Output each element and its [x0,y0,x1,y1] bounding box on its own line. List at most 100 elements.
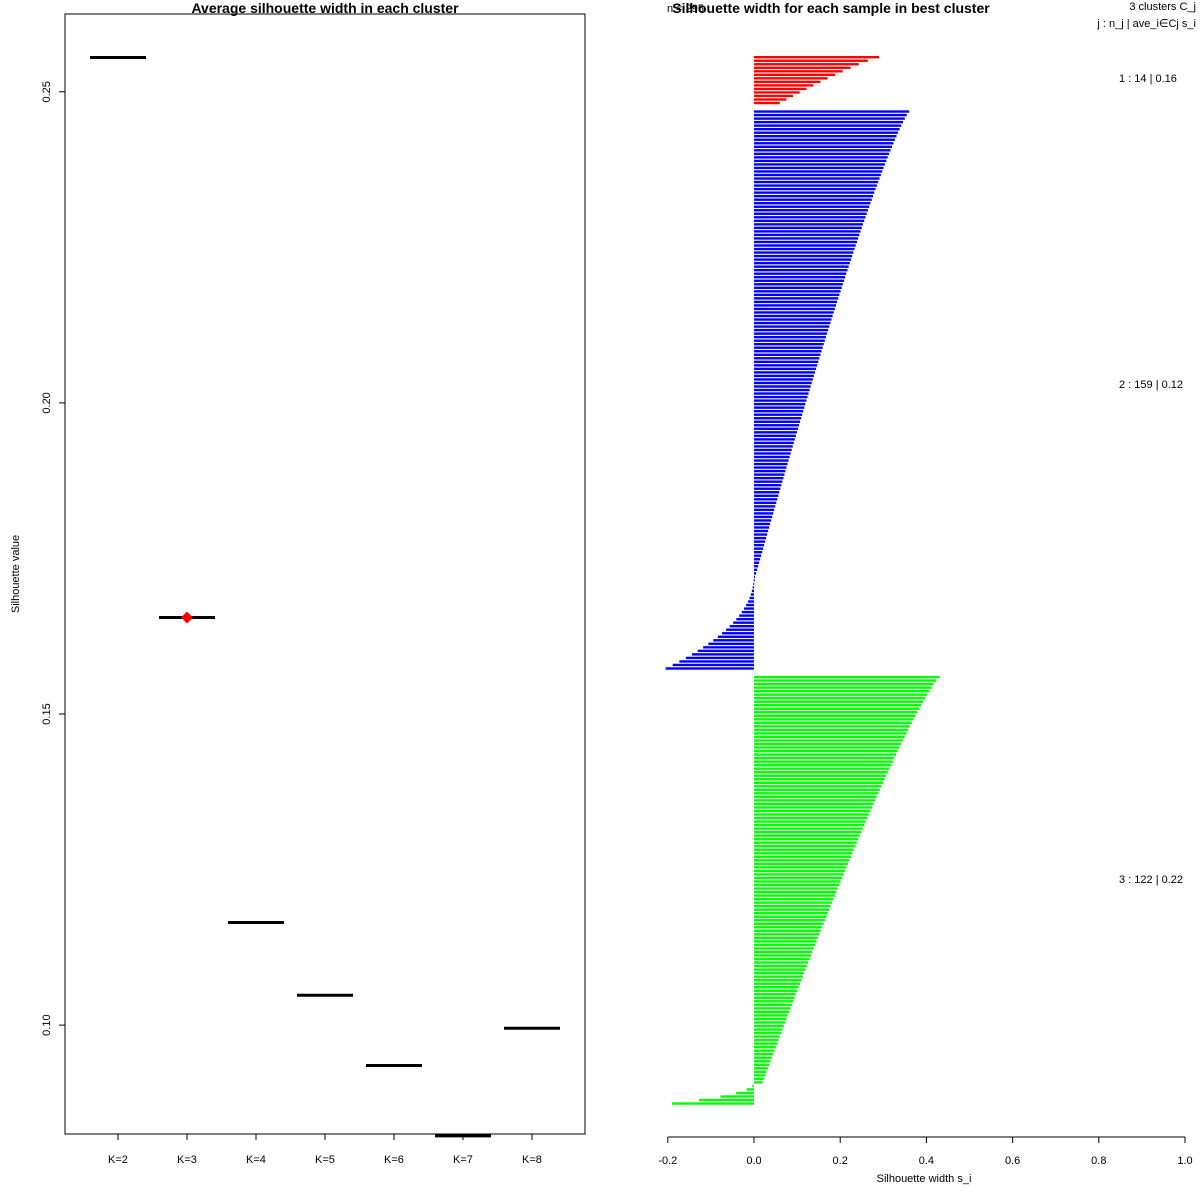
silhouette-bar [754,816,868,820]
silhouette-bar [754,700,923,703]
silhouette-bar [754,364,818,367]
silhouette-bar [754,300,838,304]
silhouette-bar [722,632,754,635]
silhouette-bar [754,926,823,929]
silhouette-bar [754,739,903,742]
silhouette-bar [754,519,772,522]
right-xtick-label: 0.4 [919,1155,934,1167]
silhouette-bar [754,707,920,710]
silhouette-bar [754,536,767,540]
silhouette-bar [754,501,777,505]
silhouette-bar [754,686,932,689]
silhouette-bar [754,561,760,564]
silhouette-bar [754,771,888,774]
silhouette-bar [754,124,902,127]
silhouette-bar [754,862,848,866]
silhouette-bar [754,417,802,420]
silhouette-bar [754,318,832,321]
silhouette-bar [754,912,828,915]
silhouette-bar [754,230,861,233]
silhouette-bar [720,1095,754,1098]
left-panel: Average silhouette width in each cluster… [10,0,586,1166]
silhouette-bar [754,77,828,80]
silhouette-bar [754,473,785,476]
silhouette-bar [754,91,800,94]
silhouette-bar [754,431,797,434]
silhouette-bar [754,66,851,69]
silhouette-bar [754,689,930,693]
silhouette-bar [754,127,900,131]
silhouette-bar [754,325,830,328]
silhouette-bar [754,742,902,746]
silhouette-bar [754,894,835,897]
silhouette-bar [754,989,798,992]
silhouette-bar [754,466,787,469]
silhouette-bar [754,237,859,240]
silhouette-bar [754,718,914,721]
right-xtick-label: 1.0 [1177,1155,1192,1167]
silhouette-bar [754,1000,794,1003]
silhouette-bar [754,968,806,971]
silhouette-bar [672,663,754,667]
silhouette-bar [754,371,815,374]
silhouette-bar [754,498,778,501]
silhouette-bar [754,328,829,332]
silhouette-bar [708,642,754,646]
silhouette-bar [754,180,879,184]
silhouette-bar [754,767,890,770]
silhouette-bar [754,156,888,159]
silhouette-bar [754,1007,791,1010]
silhouette-bar [754,809,871,813]
silhouette-bar [699,1098,754,1102]
silhouette-bar [754,491,780,494]
silhouette-bar [754,94,793,98]
silhouette-bar [754,820,866,823]
silhouette-bar [754,781,883,784]
silhouette-bar [739,614,754,617]
silhouette-bar [754,792,879,795]
silhouette-bar [754,732,907,735]
silhouette-bar [754,1024,784,1028]
silhouette-bar [754,290,841,293]
silhouette-bar [754,438,795,441]
silhouette-bar [754,947,814,950]
right-bars [665,56,940,1105]
silhouette-bar [754,704,921,707]
silhouette-bar [754,117,905,120]
silhouette-bar [754,547,764,550]
silhouette-bar [754,1077,764,1081]
silhouette-bar [754,890,837,894]
silhouette-bar [754,56,879,59]
left-chart-title: Average silhouette width in each cluster [191,0,459,16]
silhouette-bar [754,283,843,286]
silhouette-bar [754,799,876,802]
silhouette-bar [754,1060,771,1063]
silhouette-bar [754,98,787,101]
silhouette-bar [754,975,803,978]
silhouette-bar [754,950,813,954]
silhouette-bar [754,286,842,289]
silhouette-bar [754,388,810,392]
silhouette-bar [691,653,754,656]
right-panel: Silhouette width for each sample in best… [658,0,1196,1185]
silhouette-bar [754,378,813,381]
silhouette-bar [754,714,916,717]
silhouette-bar [754,258,851,261]
silhouette-bar [754,1014,788,1017]
silhouette-bar [749,596,754,600]
silhouette-bar [754,434,796,438]
silhouette-bar [754,424,800,427]
silhouette-bar [754,441,794,445]
silhouette-bar [754,802,874,806]
silhouette-bar [754,314,833,318]
silhouette-bar [754,866,847,869]
silhouette-bar [754,350,822,353]
silhouette-bar [726,628,754,631]
silhouette-bar [754,159,887,163]
silhouette-bar [754,526,770,529]
silhouette-bar [754,452,791,455]
silhouette-bar [754,936,818,940]
silhouette-bar [754,357,820,360]
silhouette-bar [754,841,857,844]
